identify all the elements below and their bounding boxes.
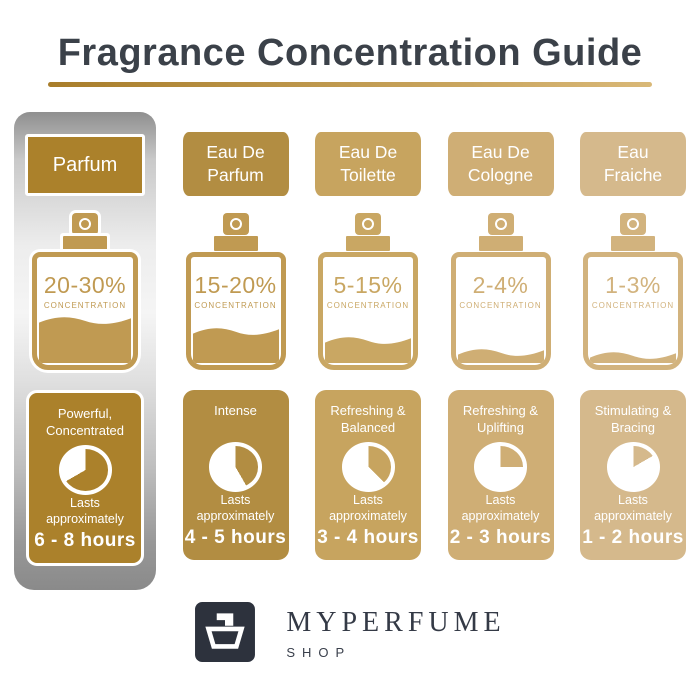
lasts-label: Lasts approximately [196,492,275,523]
duration-card: Refreshing & Uplifting Lasts approximate… [447,390,554,560]
concentration-label: CONCENTRATION [43,301,127,310]
duration-pie-icon [606,442,660,492]
liquid-fill [39,314,131,363]
brand-footer: MYPERFUME SHOP [0,601,700,663]
fragrance-type-header: Eau De Parfum [182,132,289,196]
duration-card: Intense Lasts approximately 4 - 5 hours [182,390,289,560]
spray-nozzle-icon [620,213,646,235]
perfume-bottle-icon: 15-20% CONCENTRATION [185,213,286,370]
character-text: Stimulating & Bracing [594,403,672,435]
bottle-body: 2-4% CONCENTRATION [450,252,551,370]
duration-card: Refreshing & Balanced Lasts approximatel… [315,390,421,560]
concentration-value: 15-20% [194,272,277,298]
page-title: Fragrance Concentration Guide [57,32,643,74]
spray-nozzle-icon [72,213,98,235]
nozzle-dot-icon [494,218,507,230]
nozzle-dot-icon [229,218,242,230]
nozzle-dot-icon [362,218,374,230]
wave-icon [39,317,131,327]
bottle-cap [346,236,390,251]
liquid-fill [457,346,544,363]
concentration-label: CONCENTRATION [326,301,410,310]
wave-icon [325,337,411,346]
liquid-fill [590,349,676,363]
fragrance-type-header: Parfum [25,134,145,196]
duration-pie-icon [209,442,262,492]
concentration-value: 2-4% [472,272,529,298]
wave-icon [457,348,544,358]
wave-icon [192,328,279,338]
perfume-bottle-icon: 5-15% CONCENTRATION [318,213,418,370]
column-parfum: Parfum 20-30% CONCENTRATION Powerful, Co… [14,112,156,590]
character-text: Intense [214,403,257,418]
title-underline [48,82,652,87]
bottle-body: 20-30% CONCENTRATION [32,252,138,370]
character-text: Refreshing & Balanced [330,403,406,435]
duration-pie-icon [58,445,112,495]
duration-value: 2 - 3 hours [449,527,552,548]
duration-pie-icon [474,442,527,492]
duration-value: 4 - 5 hours [184,527,287,548]
duration-card: Powerful, Concentrated Lasts approximate… [26,390,144,566]
column-eau-de-cologne: Eau De Cologne 2-4% CONCENTRATION Refres… [447,112,554,590]
bottle-body: 15-20% CONCENTRATION [185,252,286,370]
perfume-bottle-icon: 20-30% CONCENTRATION [32,213,138,370]
fragrance-type-header: Eau De Toilette [315,132,421,196]
concentration-value: 20-30% [43,272,127,298]
lasts-label: Lasts approximately [329,492,407,523]
concentration-value: 5-15% [333,272,403,298]
wave-icon [590,352,676,361]
column-eau-de-toilette: Eau De Toilette 5-15% CONCENTRATION Refr… [315,112,421,590]
bottle-body: 1-3% CONCENTRATION [583,252,683,370]
character-text: Refreshing & Uplifting [462,403,539,435]
concentration-label: CONCENTRATION [459,301,542,310]
concentration-label: CONCENTRATION [591,301,675,310]
liquid-fill [192,325,279,363]
duration-value: 6 - 8 hours [34,530,136,551]
bottle-body: 5-15% CONCENTRATION [318,252,418,370]
fragrance-type-header: Eau De Cologne [447,132,554,196]
lasts-label: Lasts approximately [594,492,672,523]
duration-value: 3 - 4 hours [317,527,419,548]
lasts-label: Lasts approximately [46,495,124,526]
spray-nozzle-icon [355,213,381,235]
brand-name: MYPERFUME [286,607,506,638]
duration-card: Stimulating & Bracing Lasts approximatel… [580,390,686,560]
perfume-bottle-icon: 1-3% CONCENTRATION [583,213,683,370]
column-eau-de-parfum: Eau De Parfum 15-20% CONCENTRATION Inten… [182,112,289,590]
duration-pie-icon [341,442,395,492]
fragrance-type-header: Eau Fraiche [580,132,686,196]
column-eau-fraiche: Eau Fraiche 1-3% CONCENTRATION Stimulati… [580,112,686,590]
brand-sub: SHOP [286,645,352,660]
myperfume-logo-icon [195,602,256,662]
perfume-bottle-icon: 2-4% CONCENTRATION [450,213,551,370]
concentration-value: 1-3% [605,272,661,298]
spray-nozzle-icon [222,213,249,235]
bottle-cap [478,236,523,251]
nozzle-dot-icon [627,218,639,230]
concentration-label: CONCENTRATION [194,301,277,310]
bottle-cap [213,236,258,251]
bottle-cap [63,236,107,251]
duration-value: 1 - 2 hours [582,527,684,548]
liquid-fill [325,334,411,363]
spray-nozzle-icon [487,213,514,235]
fragrance-columns: Parfum 20-30% CONCENTRATION Powerful, Co… [14,112,686,590]
bottle-cap [611,236,655,251]
lasts-label: Lasts approximately [461,492,540,523]
brand-text-block: MYPERFUME SHOP [286,601,506,661]
character-text: Powerful, Concentrated [45,406,125,438]
nozzle-dot-icon [79,218,91,230]
